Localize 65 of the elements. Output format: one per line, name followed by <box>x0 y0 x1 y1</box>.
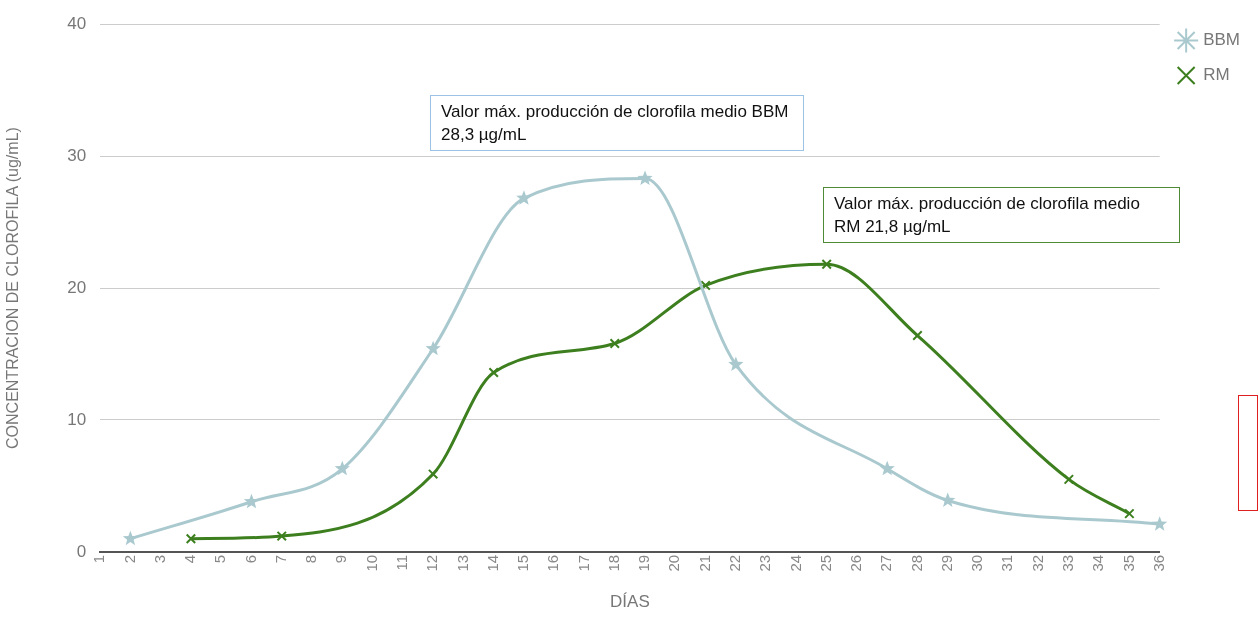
point <box>637 170 653 186</box>
point <box>516 190 532 205</box>
x-tick-label: 26 <box>847 554 865 572</box>
x-tick-label: 31 <box>998 554 1016 572</box>
x-tick-label: 1 <box>90 554 108 564</box>
point <box>276 530 287 542</box>
point <box>1152 516 1168 531</box>
x-tick-label: 25 <box>816 554 834 572</box>
y-tick-label: 40 <box>67 13 87 33</box>
x-tick-label: 21 <box>695 554 713 572</box>
y-tick-label: 30 <box>67 145 87 165</box>
point <box>1124 508 1135 519</box>
point <box>488 367 499 378</box>
x-tick-label: 10 <box>362 554 380 572</box>
x-tick-label: 27 <box>877 554 895 572</box>
point <box>185 533 197 544</box>
x-tick-label: 20 <box>665 554 683 572</box>
x-tick-label: 17 <box>574 554 592 572</box>
point <box>425 340 441 356</box>
x-tick-label: 6 <box>241 554 259 564</box>
y-tick-label: 10 <box>67 409 87 429</box>
x-tick-label: 11 <box>392 554 410 571</box>
annotation: Valor máx. producción de clorofila medio RM 21,8 µg/mL <box>823 187 1180 243</box>
x-tick-label: 28 <box>907 554 925 572</box>
point <box>700 280 711 291</box>
point <box>1063 474 1075 485</box>
x-tick-label: 34 <box>1089 554 1107 572</box>
point <box>122 530 138 546</box>
x-tick-label: 35 <box>1119 554 1137 572</box>
x-tick-label: 24 <box>786 554 804 572</box>
x-tick-label: 22 <box>725 554 743 572</box>
point <box>821 259 832 270</box>
x-tick-label: 8 <box>302 554 320 564</box>
point <box>334 460 350 476</box>
x-tick-label: 30 <box>968 554 986 572</box>
x-tick-label: 3 <box>150 554 168 564</box>
x-tick-label: 23 <box>756 554 774 572</box>
x-tick-label: 16 <box>544 554 562 572</box>
x-tick-label: 15 <box>514 554 532 572</box>
point <box>427 468 439 480</box>
x-tick-label: 19 <box>635 554 653 572</box>
point <box>879 460 895 476</box>
x-tick-label: 5 <box>211 554 229 564</box>
x-tick-label: 13 <box>453 554 471 572</box>
x-tick-label: 9 <box>332 554 350 564</box>
x-axis-title: DÍAS <box>610 592 650 612</box>
x-tick-label: 2 <box>120 554 138 564</box>
x-tick-label: 4 <box>181 554 199 564</box>
x-tick-label: 36 <box>1149 554 1167 572</box>
x-tick-label: 33 <box>1058 554 1076 572</box>
point <box>728 356 744 372</box>
x-tick-label: 7 <box>271 554 289 564</box>
annotation: Valor máx. producción de clorofila medio BBM 28,3 µg/mL <box>430 95 804 151</box>
legend-label: RM <box>1203 65 1230 85</box>
y-tick-label: 0 <box>76 541 87 561</box>
y-axis-title: CONCENTRACION DE CLOROFILA (ug/mL) <box>4 127 22 449</box>
point <box>609 338 620 349</box>
x-tick-label: 14 <box>483 554 501 572</box>
x-tick-label: 32 <box>1028 554 1046 572</box>
x-tick-label: 12 <box>423 554 441 572</box>
y-tick-label: 20 <box>67 277 87 297</box>
point <box>912 330 923 341</box>
legend-label: BBM <box>1203 30 1240 50</box>
x-tick-label: 18 <box>604 554 622 572</box>
x-tick-label: 29 <box>937 554 955 572</box>
